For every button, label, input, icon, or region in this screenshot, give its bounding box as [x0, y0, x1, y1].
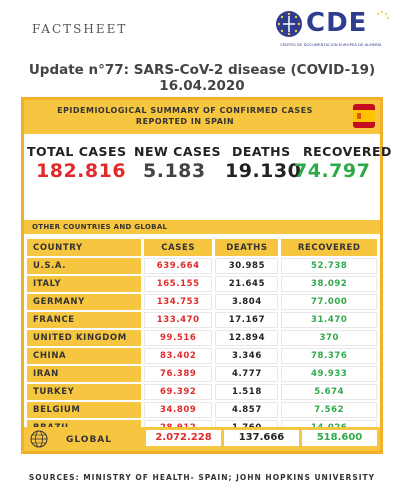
cases-value: 99.516 — [144, 330, 213, 346]
summary-banner — [24, 100, 380, 134]
country-name: GERMANY — [27, 294, 141, 310]
recovered-value: 74.797 — [294, 160, 371, 182]
summary-frame — [21, 97, 383, 454]
summary-banner-text: EPIDEMIOLOGICAL SUMMARY OF CONFIRMED CAS… — [57, 106, 313, 126]
globe-icon — [30, 430, 48, 448]
document-title: Update n°77: SARS-CoV-2 disease (COVID-1… — [28, 62, 376, 78]
country-header: COUNTRY — [27, 239, 141, 256]
table-row: ITALY 165.155 21.645 38.092 — [27, 276, 377, 292]
total-cases-label: TOTAL CASES — [27, 144, 127, 159]
global-cases-value: 2.072.228 — [146, 430, 221, 446]
recovered-value: 52.738 — [281, 258, 377, 274]
recovered-value: 78.376 — [281, 348, 377, 364]
deaths-value: 3.346 — [215, 348, 279, 364]
deaths-value: 19.130 — [225, 160, 302, 182]
new-cases-value: 5.183 — [143, 160, 206, 182]
country-name: BELGIUM — [27, 402, 141, 418]
table-row: GERMANY 134.753 3.804 77.000 — [27, 294, 377, 310]
global-label: GLOBAL — [66, 435, 113, 445]
document-date: 16.04.2020 — [159, 78, 245, 94]
country-name: UNITED KINGDOM — [27, 330, 141, 346]
cases-value: 83.402 — [144, 348, 213, 364]
deaths-value: 17.167 — [215, 312, 279, 328]
table-row: IRAN 76.389 4.777 49.933 — [27, 366, 377, 382]
countries-section-banner — [24, 220, 380, 234]
table-row: TURKEY 69.392 1.518 5.674 — [27, 384, 377, 400]
table-row: FRANCE 133.470 17.167 31.470 — [27, 312, 377, 328]
countries-table: COUNTRY CASES DEATHS RECOVERED U.S.A. 63… — [24, 237, 380, 438]
spain-flag-icon — [353, 104, 375, 128]
country-name: IRAN — [27, 366, 141, 382]
recovered-label: RECOVERED — [303, 144, 392, 159]
deaths-value: 1.518 — [215, 384, 279, 400]
total-cases-value: 182.816 — [36, 160, 127, 182]
table-row: CHINA 83.402 3.346 78.376 — [27, 348, 377, 364]
cde-logo — [276, 11, 389, 37]
cases-value: 69.392 — [144, 384, 213, 400]
table-row: UNITED KINGDOM 99.516 12.894 370 — [27, 330, 377, 346]
deaths-value: 21.645 — [215, 276, 279, 292]
cases-header: CASES — [144, 239, 213, 256]
logo-wordmark: CDE — [306, 8, 368, 38]
country-name: U.S.A. — [27, 258, 141, 274]
deaths-value: 4.857 — [215, 402, 279, 418]
deaths-value: 12.894 — [215, 330, 279, 346]
table-row: BELGIUM 34.809 4.857 7.562 — [27, 402, 377, 418]
cases-value: 76.389 — [144, 366, 213, 382]
deaths-label: DEATHS — [232, 144, 291, 159]
cases-value: 133.470 — [144, 312, 213, 328]
sources-footer: SOURCES: MINISTRY OF HEALTH- SPAIN; JOHN… — [28, 473, 376, 482]
global-recovered-value: 518.600 — [302, 430, 377, 446]
recovered-value: 49.933 — [281, 366, 377, 382]
new-cases-label: NEW CASES — [134, 144, 222, 159]
cases-value: 639.664 — [144, 258, 213, 274]
country-name: TURKEY — [27, 384, 141, 400]
country-name: CHINA — [27, 348, 141, 364]
recovered-value: 31.470 — [281, 312, 377, 328]
country-name: FRANCE — [27, 312, 141, 328]
countries-section-title: OTHER COUNTRIES AND GLOBAL — [32, 223, 168, 231]
recovered-header: RECOVERED — [281, 239, 377, 256]
recovered-value: 38.092 — [281, 276, 377, 292]
recovered-value: 77.000 — [281, 294, 377, 310]
country-name: ITALY — [27, 276, 141, 292]
deaths-value: 3.804 — [215, 294, 279, 310]
deaths-value: 30.985 — [215, 258, 279, 274]
recovered-value: 5.674 — [281, 384, 377, 400]
cases-value: 165.155 — [144, 276, 213, 292]
table-row: U.S.A. 639.664 30.985 52.738 — [27, 258, 377, 274]
cases-value: 34.809 — [144, 402, 213, 418]
deaths-value: 4.777 — [215, 366, 279, 382]
table-header-row: COUNTRY CASES DEATHS RECOVERED — [27, 239, 377, 256]
global-deaths-value: 137.666 — [224, 430, 299, 446]
recovered-value: 370 — [281, 330, 377, 346]
deaths-header: DEATHS — [215, 239, 279, 256]
factsheet-label: FACTSHEET — [32, 22, 128, 36]
cases-value: 134.753 — [144, 294, 213, 310]
logo-subtitle: CENTRO DE DOCUMENTACIÓN EUROPEA DE ALMER… — [280, 42, 382, 47]
recovered-value: 7.562 — [281, 402, 377, 418]
